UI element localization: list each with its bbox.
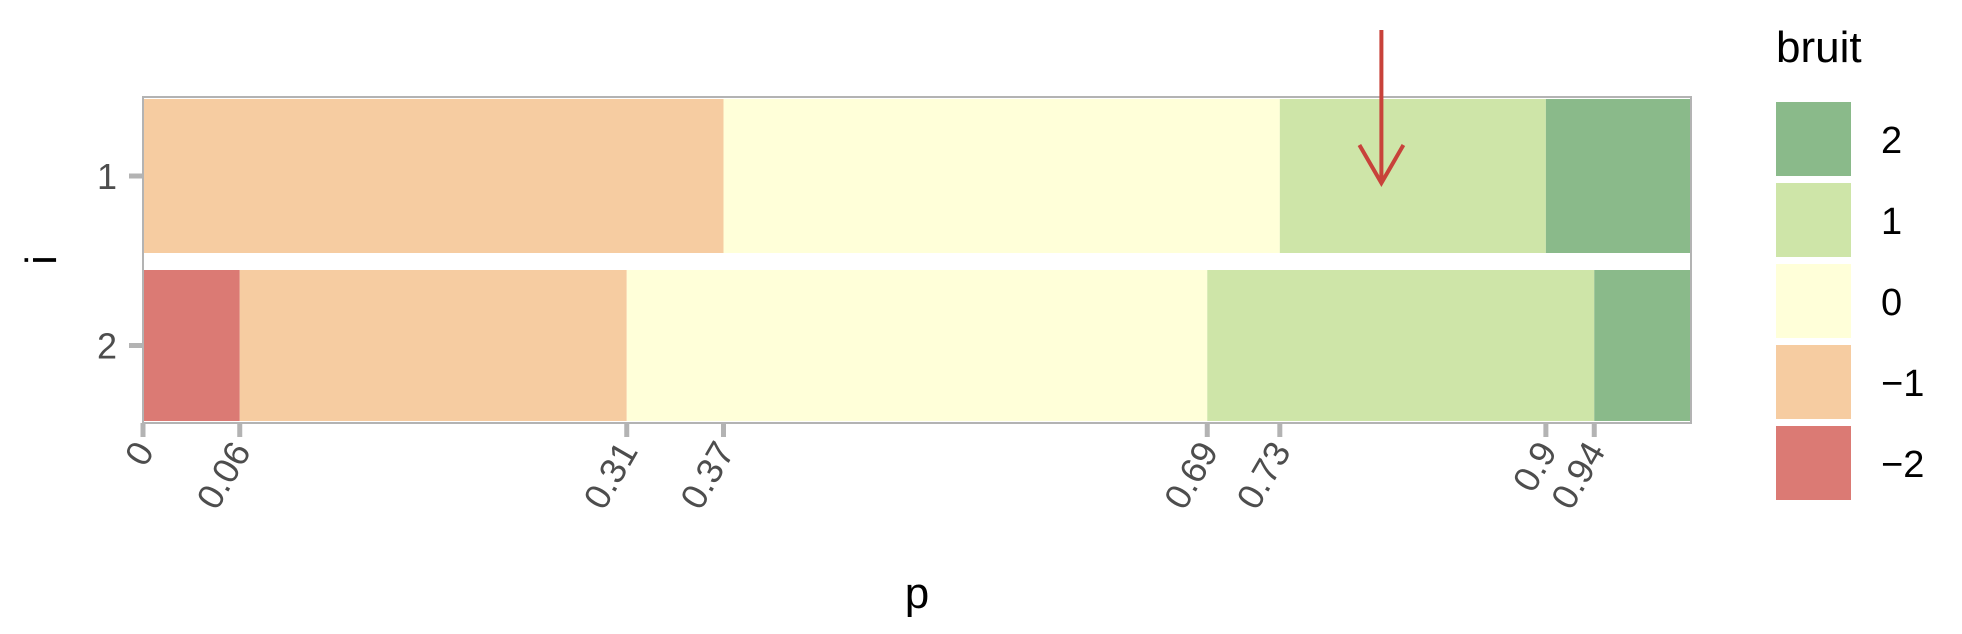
x-tick-label-5: 0.73 (1228, 435, 1299, 516)
bar-row-2-segment-2 (626, 270, 1208, 421)
legend: bruit 2 1 0 −1 −2 (1776, 23, 1924, 500)
y-tick-label-2: 2 (97, 326, 117, 367)
x-axis: 0 0.06 0.31 0.37 0.69 0.73 0.90.94 (116, 423, 1613, 516)
legend-items: 2 1 0 −1 −2 (1776, 102, 1924, 500)
legend-key-1 (1776, 183, 1851, 257)
x-tick-label-3: 0.37 (672, 435, 743, 516)
legend-title: bruit (1776, 23, 1862, 72)
legend-label-2: 0 (1881, 282, 1902, 324)
legend-label-1: 1 (1881, 201, 1902, 243)
legend-key-2 (1776, 264, 1851, 338)
bar-row-1-segment-1 (723, 99, 1280, 253)
x-axis-title: p (905, 569, 929, 618)
panel-border (142, 96, 1692, 424)
annotation-layer (1357, 30, 1406, 187)
bar-row-1-segment-2 (1279, 99, 1546, 253)
bar-row-2-segment-0 (143, 270, 240, 421)
bar-row-1-segment-0 (143, 99, 724, 253)
x-tick-label-7: 0.94 (1543, 435, 1614, 516)
legend-label-3: −1 (1881, 363, 1924, 405)
legend-key-0 (1776, 102, 1851, 176)
legend-key-4 (1776, 426, 1851, 500)
annotation-arrow-head (1357, 143, 1406, 187)
bar-row-2-segment-1 (239, 270, 627, 421)
x-tick-label-0: 0 (116, 435, 162, 473)
x-tick-label-2: 0.31 (575, 435, 646, 516)
y-axis: 12 (97, 156, 143, 367)
y-tick-label-1: 1 (97, 156, 117, 197)
legend-key-3 (1776, 345, 1851, 419)
x-tick-label-1: 0.06 (188, 435, 259, 516)
x-tick-label-4: 0.69 (1156, 435, 1227, 516)
legend-label-4: −2 (1881, 444, 1924, 486)
bar-row-2-segment-3 (1207, 270, 1595, 421)
bar-row-1-segment-3 (1545, 99, 1691, 253)
bars-layer (143, 99, 1691, 421)
bar-row-2-segment-4 (1594, 270, 1691, 421)
y-axis-title: i (17, 255, 66, 265)
legend-label-0: 2 (1881, 120, 1902, 162)
